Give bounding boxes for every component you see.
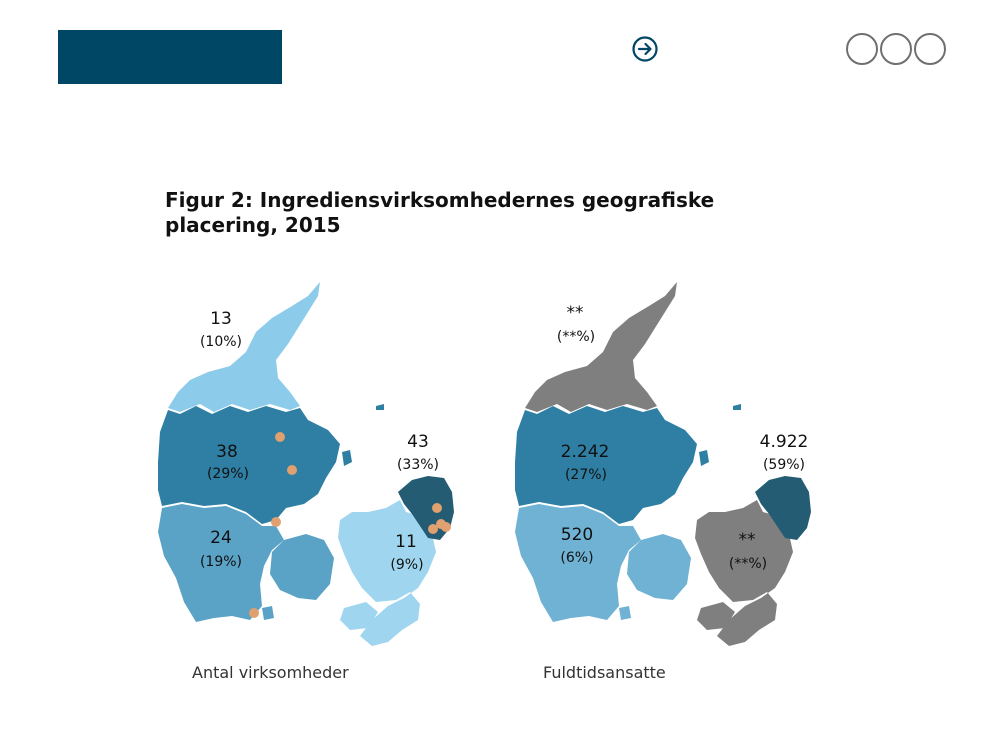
- right-label-midtjylland-num: 2.242: [561, 442, 610, 462]
- left-label-syddanmark-pct: (19%): [200, 554, 242, 570]
- right-label-sjaelland-num: **: [739, 530, 756, 550]
- next-button[interactable]: [631, 35, 659, 63]
- right-label-nordjylland-num: **: [567, 303, 584, 323]
- right-island-als: [619, 606, 631, 620]
- left-label-sjaelland-num: 11: [395, 532, 417, 552]
- right-island-samsoe: [699, 450, 709, 466]
- left-island-anholt: [376, 404, 384, 410]
- location-marker: [428, 524, 438, 534]
- location-marker: [271, 517, 281, 527]
- menu-circle[interactable]: [846, 33, 878, 65]
- left-label-hovedstaden-pct: (33%): [397, 457, 439, 473]
- right-island-nord: [587, 370, 627, 402]
- left-label-sjaelland-pct: (9%): [390, 557, 423, 573]
- left-region-sjaelland: [338, 500, 436, 646]
- left-region-nordjylland: [168, 282, 320, 412]
- left-map: 13 (10%) 38 (29%) 24 (19%) 43 (33%) 11 (…: [158, 282, 454, 646]
- right-region-midtjylland: [515, 406, 697, 524]
- left-map-caption: Antal virksomheder: [192, 663, 349, 682]
- left-label-nordjylland-pct: (10%): [200, 334, 242, 350]
- right-label-midtjylland-pct: (27%): [565, 467, 607, 483]
- right-label-sjaelland-pct: (**%): [729, 556, 767, 572]
- left-label-midtjylland-num: 38: [216, 442, 238, 462]
- right-island-lolland: [697, 602, 735, 630]
- location-marker: [275, 432, 285, 442]
- three-circles-icon[interactable]: [846, 33, 946, 65]
- right-label-syddanmark-pct: (6%): [560, 550, 593, 566]
- right-region-sjaelland: [695, 500, 793, 646]
- arrow-right-circle-icon: [632, 36, 658, 62]
- left-markers: [249, 432, 451, 618]
- left-label-hovedstaden-num: 43: [407, 432, 429, 452]
- left-island-als: [262, 606, 274, 620]
- right-label-syddanmark-num: 520: [561, 525, 593, 545]
- left-island-lolland: [340, 602, 378, 630]
- right-label-hovedstaden-num: 4.922: [760, 432, 809, 452]
- left-region-syddanmark-fyn: [270, 534, 334, 600]
- left-island-samsoe: [342, 450, 352, 466]
- right-label-hovedstaden-pct: (59%): [763, 457, 805, 473]
- left-island-nord: [230, 370, 270, 402]
- right-region-hovedstaden: [755, 476, 811, 540]
- right-region-syddanmark-fyn: [627, 534, 691, 600]
- right-label-nordjylland-pct: (**%): [557, 329, 595, 345]
- right-region-syddanmark: [515, 504, 641, 622]
- figure-title: Figur 2: Ingrediensvirksomhedernes geogr…: [165, 188, 715, 237]
- right-map: ** (**%) 2.242 (27%) 520 (6%) 4.922 (59%…: [515, 282, 811, 646]
- location-marker: [432, 503, 442, 513]
- right-region-nordjylland: [525, 282, 677, 412]
- menu-circle[interactable]: [880, 33, 912, 65]
- location-marker: [287, 465, 297, 475]
- right-island-anholt: [733, 404, 741, 410]
- left-region-midtjylland: [158, 406, 340, 524]
- location-marker: [441, 522, 451, 532]
- menu-circle[interactable]: [914, 33, 946, 65]
- left-label-midtjylland-pct: (29%): [207, 466, 249, 482]
- left-label-nordjylland-num: 13: [210, 309, 232, 329]
- brand-header-block: [58, 30, 282, 84]
- right-map-caption: Fuldtidsansatte: [543, 663, 666, 682]
- location-marker: [249, 608, 259, 618]
- left-label-syddanmark-num: 24: [210, 528, 232, 548]
- left-region-syddanmark: [158, 504, 284, 622]
